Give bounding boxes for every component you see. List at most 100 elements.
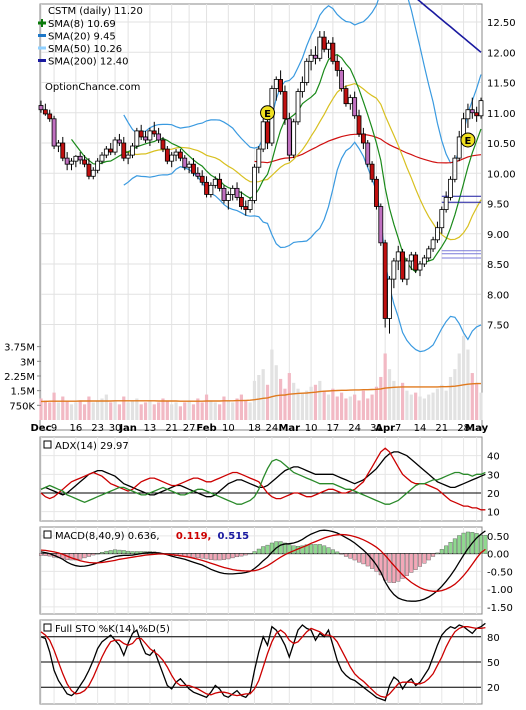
volume-bar — [270, 350, 273, 420]
volume-bar — [357, 400, 360, 420]
histogram-bar — [131, 552, 135, 554]
volume-bar — [331, 389, 334, 420]
x-axis-label: 10 — [222, 423, 235, 434]
volume-bar — [48, 402, 51, 420]
candle-body — [300, 83, 304, 92]
price-tick-label: 9.50 — [487, 200, 509, 211]
candle-body — [374, 179, 378, 206]
candle-body — [117, 140, 121, 143]
candle-body — [348, 98, 352, 104]
candle-body — [152, 131, 156, 134]
volume-bar — [127, 402, 130, 420]
candle-body — [388, 279, 392, 318]
candle-body — [56, 143, 60, 146]
candle-body — [366, 143, 370, 164]
x-axis-label: 21 — [165, 423, 178, 434]
x-axis-label: Feb — [196, 423, 216, 434]
histogram-bar — [436, 553, 440, 554]
x-axis-label: 16 — [69, 423, 82, 434]
volume-bar — [445, 391, 448, 420]
candle-body — [61, 143, 65, 158]
volume-tick-label: 1.5M — [10, 387, 35, 398]
candle-body — [422, 258, 426, 264]
candle-body — [200, 176, 204, 182]
volume-tick-label: 3.75M — [4, 343, 35, 354]
candle-body — [322, 37, 326, 49]
candle-body — [475, 113, 479, 116]
volume-bar — [109, 402, 112, 420]
histogram-bar — [353, 554, 357, 560]
volume-bar — [79, 400, 82, 420]
histogram-bar — [227, 554, 231, 559]
price-panel: 12.5012.0011.5011.0010.5010.009.509.008.… — [4, 0, 516, 434]
candle-body — [435, 228, 439, 240]
volume-bar — [292, 383, 295, 420]
x-axis-label: Apr — [375, 423, 395, 434]
price-tick-label: 8.00 — [487, 290, 509, 301]
volume-bar — [388, 369, 391, 420]
volume-bar — [83, 404, 86, 420]
indicator-tick-label: 20 — [487, 683, 500, 694]
histogram-bar — [91, 554, 95, 555]
indicator-tick-label: 40 — [487, 452, 500, 463]
candle-body — [327, 43, 331, 49]
volume-bar — [257, 375, 260, 420]
histogram-bar — [196, 554, 200, 558]
volume-bar — [96, 400, 99, 420]
candle-body — [344, 89, 348, 104]
volume-bar — [405, 391, 408, 420]
price-tick-label: 9.00 — [487, 230, 509, 241]
histogram-bar — [309, 544, 313, 553]
candle-body — [292, 122, 296, 155]
volume-bar — [327, 395, 330, 420]
x-axis-label: 24 — [266, 423, 279, 434]
candle-body — [335, 61, 339, 70]
chart-title: CSTM (daily) 11.20 — [48, 6, 143, 17]
histogram-bar — [39, 554, 43, 556]
histogram-bar — [100, 552, 104, 553]
volume-bar — [314, 385, 317, 420]
volume-bar — [100, 398, 103, 420]
volume-bar — [179, 406, 182, 420]
candle-body — [296, 92, 300, 122]
volume-bar — [92, 402, 95, 420]
volume-bar — [414, 393, 417, 420]
x-axis-label: 9 — [51, 423, 57, 434]
volume-bar — [275, 365, 278, 420]
histogram-bar — [440, 549, 444, 553]
histogram-bar — [423, 554, 427, 564]
candle-body — [231, 188, 235, 194]
candle-body — [48, 114, 52, 119]
volume-bar — [244, 400, 247, 420]
legend-box — [44, 441, 51, 448]
candle-body — [87, 164, 91, 176]
volume-bar — [57, 402, 60, 420]
volume-bar — [475, 383, 478, 420]
histogram-bar — [462, 533, 466, 554]
candle-body — [283, 92, 287, 119]
histogram-bar — [444, 546, 448, 554]
volume-bar — [201, 402, 204, 420]
candle-body — [274, 79, 278, 88]
price-tick-label: 8.50 — [487, 260, 509, 271]
indicator-tick-label: 50 — [487, 658, 500, 669]
histogram-bar — [431, 554, 435, 557]
candle-body — [479, 101, 483, 116]
histogram-bar — [405, 554, 409, 576]
histogram-bar — [418, 554, 422, 567]
histogram-bar — [209, 554, 213, 560]
histogram-bar — [427, 554, 431, 560]
candle-body — [130, 146, 134, 155]
candle-body — [431, 240, 435, 249]
x-axis-label: Dec — [30, 423, 51, 434]
x-axis-label: 7 — [395, 423, 401, 434]
candle-body — [444, 197, 448, 209]
volume-bar — [336, 397, 339, 420]
histogram-bar — [83, 554, 87, 558]
volume-bar — [370, 395, 373, 420]
price-tick-label: 10.50 — [487, 139, 516, 150]
indicator-tick-label: -0.50 — [487, 567, 513, 578]
volume-bar — [479, 393, 482, 420]
